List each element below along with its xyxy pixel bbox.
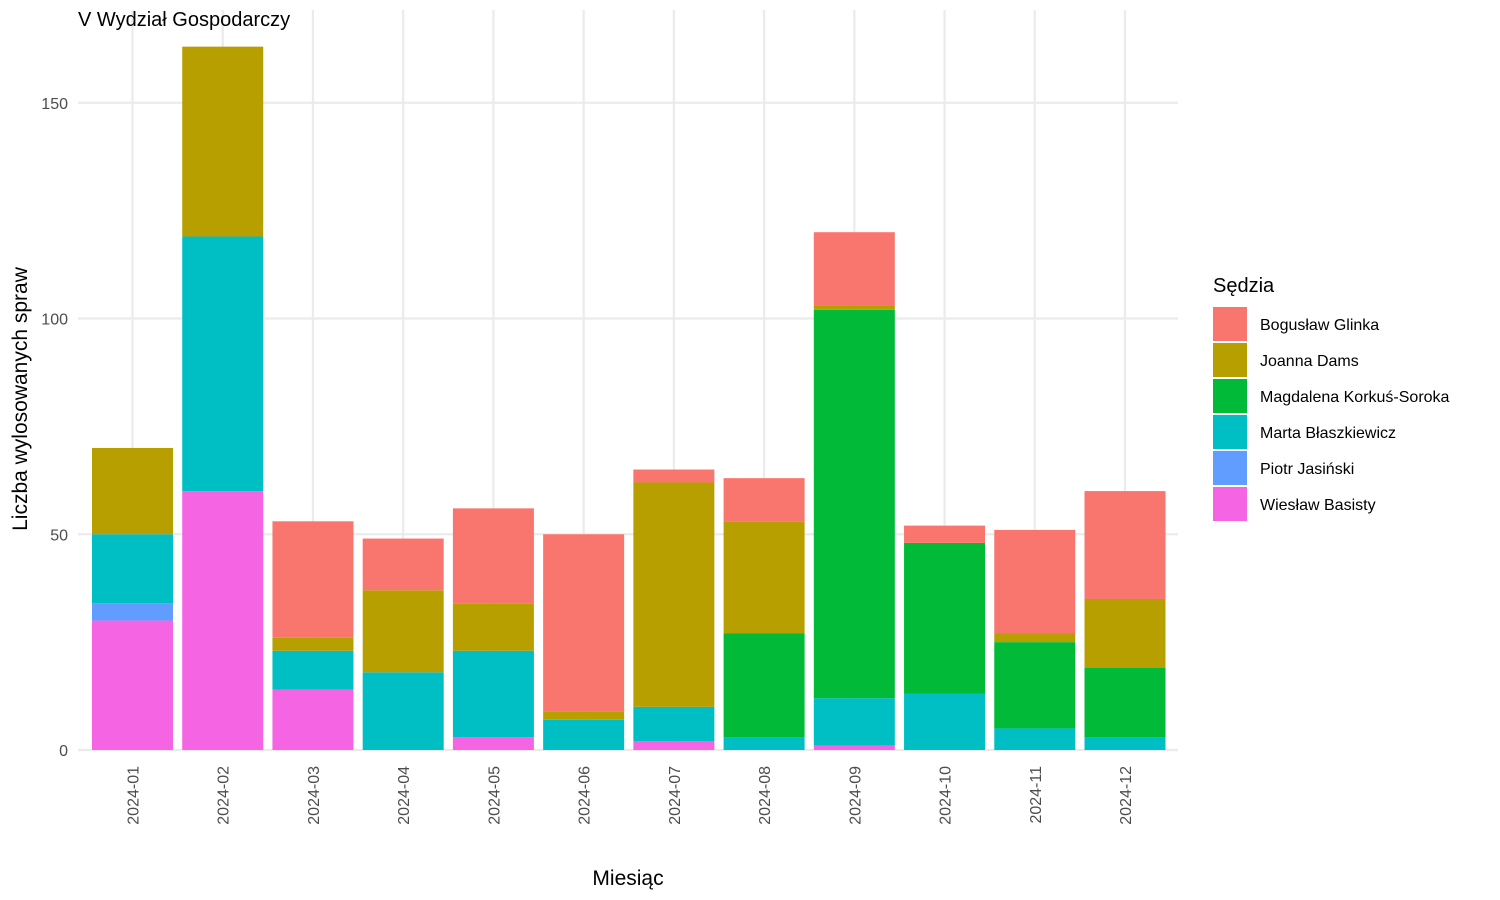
- legend-label: Marta Błaszkiewicz: [1260, 425, 1396, 442]
- legend-swatch: [1213, 415, 1247, 449]
- bar-segment: [633, 482, 715, 707]
- bar-segment: [272, 689, 354, 750]
- bar-segment: [1084, 491, 1166, 599]
- bar-segment: [272, 637, 354, 651]
- bar-segment: [633, 741, 715, 750]
- bar-segment: [92, 603, 173, 621]
- bar-segment: [362, 538, 444, 591]
- legend-swatch: [1213, 343, 1247, 377]
- x-tick-label: 2024-08: [757, 766, 774, 825]
- y-axis-ticks: 0 50 100 150: [41, 96, 68, 760]
- x-tick-label: 2024-04: [396, 766, 413, 825]
- x-tick-label: 2024-03: [306, 766, 323, 825]
- x-axis-ticks: 2024-01 2024-02 2024-03 2024-04 2024-05 2024-…: [126, 766, 1136, 825]
- bar-segment: [452, 603, 534, 651]
- bar-segment: [272, 650, 354, 690]
- bar-segment: [1084, 598, 1166, 669]
- x-tick-label: 2024-05: [486, 766, 503, 825]
- y-tick-label: 100: [41, 312, 68, 329]
- bar-segment: [723, 633, 805, 738]
- bar-segment: [633, 706, 715, 742]
- bar-segment: [543, 711, 625, 720]
- x-tick-label: 2024-10: [938, 766, 955, 825]
- legend-label: Bogusław Glinka: [1260, 317, 1379, 334]
- bars: [92, 46, 1166, 750]
- bar-segment: [452, 737, 534, 750]
- legend-label: Piotr Jasiński: [1260, 461, 1354, 478]
- bar-segment: [723, 737, 805, 750]
- legend: Sędzia Bogusław Glinka Joanna Dams Magdale…: [1213, 275, 1450, 521]
- bar-segment: [362, 590, 444, 673]
- legend-title: Sędzia: [1213, 275, 1275, 297]
- x-tick-label: 2024-09: [847, 766, 864, 825]
- legend-label: Joanna Dams: [1260, 353, 1359, 370]
- legend-swatch: [1213, 487, 1247, 521]
- x-tick-label: 2024-02: [216, 766, 233, 825]
- bar-segment: [904, 693, 986, 750]
- bar-segment: [92, 620, 173, 750]
- bar-segment: [92, 447, 173, 535]
- bar-segment: [182, 236, 264, 492]
- bar-segment: [723, 478, 805, 522]
- bar-segment: [904, 542, 986, 694]
- bar-segment: [994, 633, 1076, 643]
- bar-segment: [994, 642, 1076, 729]
- bar-segment: [1084, 668, 1166, 738]
- y-tick-label: 0: [59, 743, 68, 760]
- bar-segment: [182, 491, 264, 750]
- bar-segment: [813, 698, 895, 746]
- bar-segment: [1084, 737, 1166, 750]
- bar-segment: [994, 529, 1076, 634]
- bar-segment: [813, 309, 895, 699]
- x-tick-label: 2024-01: [126, 766, 143, 825]
- bar-segment: [813, 745, 895, 750]
- x-axis-title: Miesiąc: [592, 867, 663, 890]
- bar-segment: [904, 525, 986, 543]
- y-tick-label: 50: [50, 527, 68, 544]
- bar-segment: [452, 650, 534, 738]
- x-tick-label: 2024-07: [667, 766, 684, 825]
- bar-segment: [813, 232, 895, 306]
- bar-segment: [633, 469, 715, 483]
- legend-swatch: [1213, 307, 1247, 341]
- bar-segment: [723, 521, 805, 634]
- bar-segment: [543, 534, 625, 712]
- bar-segment: [452, 508, 534, 604]
- bar-segment: [543, 719, 625, 750]
- legend-swatch: [1213, 451, 1247, 485]
- bar-segment: [813, 305, 895, 310]
- bar-segment: [272, 521, 354, 638]
- y-axis-title: Liczba wylosowanych spraw: [9, 266, 32, 531]
- legend-label: Magdalena Korkuś-Soroka: [1260, 389, 1450, 406]
- x-tick-label: 2024-06: [577, 766, 594, 825]
- x-tick-label: 2024-11: [1028, 766, 1045, 824]
- bar-segment: [182, 46, 264, 237]
- bar-segment: [362, 672, 444, 750]
- bar-segment: [994, 728, 1076, 750]
- x-tick-label: 2024-12: [1118, 766, 1135, 825]
- legend-items: Bogusław Glinka Joanna Dams Magdalena Kork…: [1213, 307, 1450, 521]
- y-tick-label: 150: [41, 96, 68, 113]
- legend-label: Wiesław Basisty: [1260, 497, 1376, 514]
- chart-title: V Wydział Gospodarczy: [78, 9, 290, 31]
- legend-swatch: [1213, 379, 1247, 413]
- bar-segment: [92, 534, 173, 604]
